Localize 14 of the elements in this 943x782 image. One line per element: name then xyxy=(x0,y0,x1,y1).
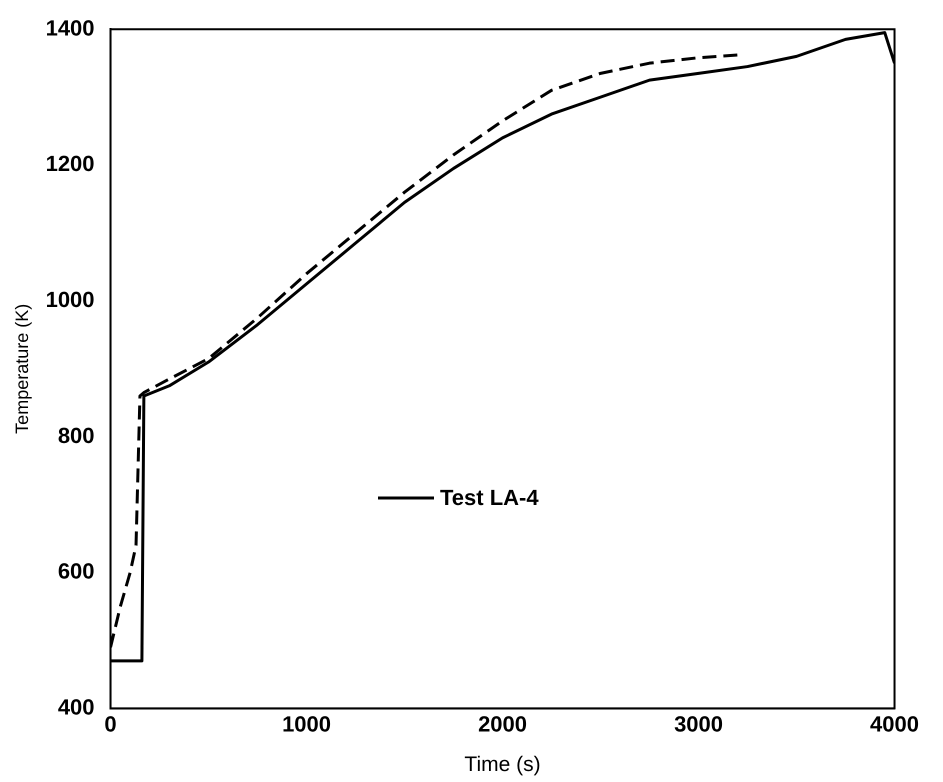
y-tick-label: 800 xyxy=(58,422,95,448)
x-tick-label: 0 xyxy=(104,712,117,737)
y-tick-label: 400 xyxy=(58,694,95,720)
x-tick-label: 3000 xyxy=(674,712,724,737)
x-axis-title: Time (s) xyxy=(464,753,541,776)
y-tick-label: 1200 xyxy=(46,151,95,176)
x-tick-label: 1000 xyxy=(282,712,332,737)
y-tick-label: 1400 xyxy=(46,15,95,40)
x-tick-label: 2000 xyxy=(478,712,528,737)
y-tick-label: 600 xyxy=(58,558,95,584)
y-tick-label: 1000 xyxy=(46,286,95,312)
y-axis-title: Temperature (K) xyxy=(12,304,32,434)
x-tick-label: 4000 xyxy=(870,712,920,737)
legend-label: Test LA-4 xyxy=(440,485,539,512)
